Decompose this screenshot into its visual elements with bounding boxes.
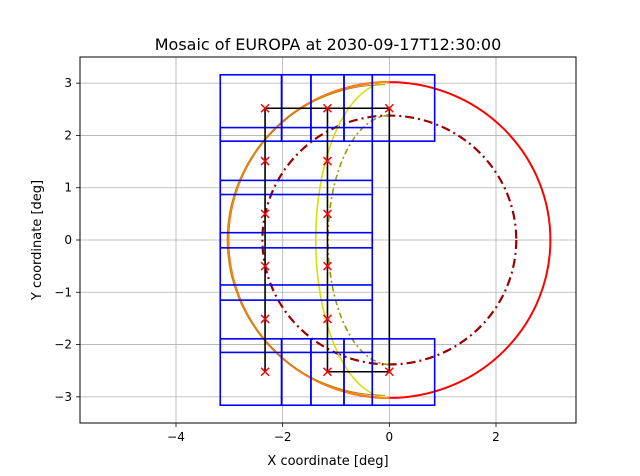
pointing-marker (322, 367, 332, 377)
pointing-marker (322, 261, 332, 271)
limb-arc (227, 81, 390, 399)
x-axis-label: X coordinate [deg] (267, 454, 388, 469)
terminator-solid-curve (314, 81, 390, 399)
pointing-marker (322, 103, 332, 113)
y-tick-label: 3 (64, 76, 72, 90)
limb-arc-inner (226, 84, 386, 396)
x-tick-label: −2 (274, 430, 292, 444)
y-tick-label: −3 (54, 390, 72, 404)
mosaic-tile (219, 126, 374, 196)
pointing-marker (260, 367, 270, 377)
mosaic-tile (219, 284, 374, 354)
pointing-marker (260, 103, 270, 113)
y-tick-label: −2 (54, 338, 72, 352)
pointing-marker (384, 103, 394, 113)
mosaic-tile (219, 231, 374, 301)
x-tick-label: 0 (386, 430, 394, 444)
plot-series (219, 73, 552, 407)
pointing-marker (260, 261, 270, 271)
pointing-marker (260, 314, 270, 324)
pointing-marker (322, 156, 332, 166)
y-tick-label: 2 (64, 128, 72, 142)
mosaic-tile (219, 179, 374, 249)
pointing-marker (260, 156, 270, 166)
pointing-marker (384, 367, 394, 377)
y-axis-label: Y coordinate [deg] (30, 180, 45, 301)
y-tick-label: −1 (54, 285, 72, 299)
pointing-marker (322, 209, 332, 219)
pointing-marker (260, 209, 270, 219)
y-tick-label: 0 (64, 233, 72, 247)
axis-ticks: −4 −2 0 2 −3 −2 −1 0 1 2 3 (54, 76, 500, 444)
x-tick-label: −4 (167, 430, 185, 444)
y-tick-label: 1 (64, 181, 72, 195)
pointing-marker (322, 314, 332, 324)
x-tick-label: 2 (492, 430, 500, 444)
chart-title: Mosaic of EUROPA at 2030-09-17T12:30:00 (155, 35, 502, 54)
